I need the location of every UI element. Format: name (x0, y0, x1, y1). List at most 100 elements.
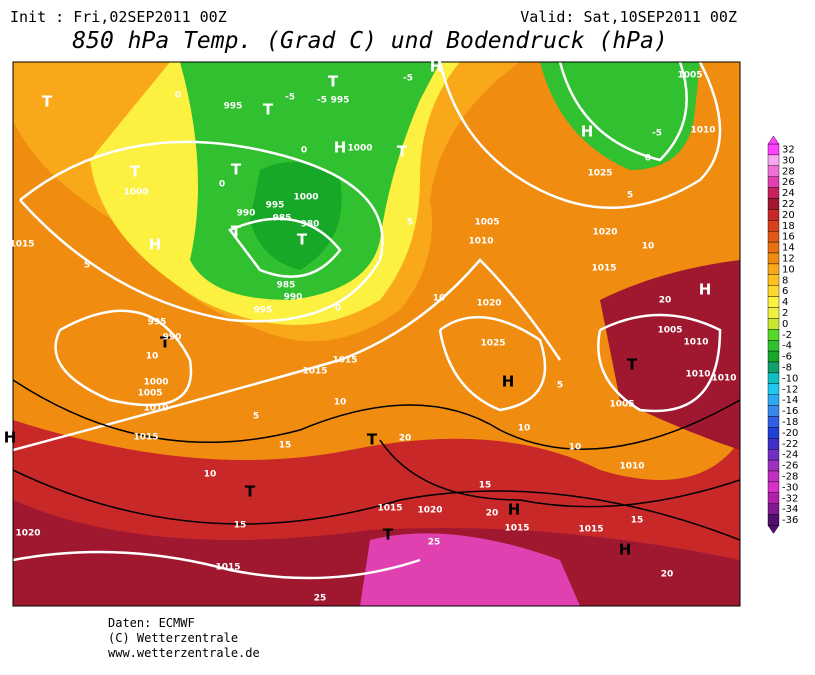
colorbar-swatch (767, 274, 780, 286)
contour-label: 25 (314, 594, 327, 604)
contour-label: 995 (256, 54, 275, 64)
pressure-center: H (430, 58, 443, 76)
colorbar-swatch (767, 340, 780, 352)
colorbar-swatch (767, 285, 780, 297)
contour-label: 5 (407, 218, 413, 228)
colorbar-swatch (767, 383, 780, 395)
colorbar-label: -10 (782, 373, 798, 384)
contour-label: 1000 (293, 193, 318, 203)
contour-label: 1005 (137, 389, 162, 399)
colorbar-label: 0 (782, 319, 788, 330)
pressure-center: T (383, 526, 394, 544)
contour-label: 990 (163, 333, 182, 343)
colorbar-label: -22 (782, 439, 798, 450)
pressure-center: H (334, 139, 347, 157)
contour-label: 1000 (347, 144, 372, 154)
pressure-center: H (4, 429, 17, 447)
contour-label: 15 (234, 521, 247, 531)
colorbar-swatch (767, 514, 780, 526)
contour-label: 1005 (609, 400, 634, 410)
pressure-center: H (619, 541, 632, 559)
pressure-center: H (508, 501, 521, 519)
colorbar-label: -8 (782, 362, 792, 373)
contour-label: 5 (627, 191, 633, 201)
contour-label: 15 (479, 481, 492, 491)
contour-label: 20 (661, 570, 674, 580)
contour-label: 1020 (592, 228, 617, 238)
pressure-center: H (502, 373, 515, 391)
contour-label: 15 (631, 516, 644, 526)
colorbar-label: -18 (782, 417, 798, 428)
colorbar-label: 4 (782, 297, 788, 308)
copyright: (C) Wetterzentrale (108, 631, 238, 645)
contour-label: 1000 (143, 378, 168, 388)
map-area (13, 62, 740, 606)
website: www.wetterzentrale.de (108, 646, 260, 660)
colorbar-label: 22 (782, 199, 795, 210)
contour-label: 1015 (302, 367, 327, 377)
contour-label: 1010 (685, 370, 710, 380)
colorbar-swatch (767, 416, 780, 428)
contour-label: 1005 (677, 71, 702, 81)
contour-label: 995 (148, 318, 167, 328)
contour-label: 995 (254, 306, 273, 316)
contour-label: 10 (518, 424, 531, 434)
contour-label: 1020 (417, 506, 442, 516)
colorbar-swatch (767, 372, 780, 384)
contour-label: 1015 (377, 504, 402, 514)
contour-label: 20 (659, 296, 672, 306)
colorbar-label: -20 (782, 428, 798, 439)
colorbar-label: -34 (782, 504, 798, 515)
contour-label: 15 (279, 441, 292, 451)
contour-label: 1020 (15, 529, 40, 539)
contour-label: 1010 (619, 462, 644, 472)
colorbar-swatch (767, 481, 780, 493)
data-source: Daten: ECMWF (108, 616, 195, 630)
colorbar-label: 18 (782, 221, 795, 232)
contour-label: 1015 (504, 524, 529, 534)
colorbar-swatch (767, 263, 780, 275)
contour-label: 1000 (123, 188, 148, 198)
contour-label: 10 (642, 242, 655, 252)
contour-label: 5 (557, 381, 563, 391)
colorbar-cap (767, 135, 780, 145)
colorbar-label: 10 (782, 264, 795, 275)
contour-label: -5 (317, 96, 327, 106)
colorbar-swatch (767, 449, 780, 461)
map-title: 850 hPa Temp. (Grad C) und Bodendruck (h… (72, 28, 667, 54)
pressure-center: T (231, 161, 242, 179)
colorbar-label: 12 (782, 253, 795, 264)
colorbar-swatch (767, 241, 780, 254)
contour-label: 1025 (587, 169, 612, 179)
pressure-center: T (130, 163, 141, 181)
colorbar-swatch (767, 154, 780, 166)
colorbar-label: -4 (782, 341, 792, 352)
colorbar-label: 26 (782, 177, 795, 188)
colorbar-swatch (767, 296, 780, 308)
pressure-center: T (245, 483, 256, 501)
colorbar-swatch (767, 492, 780, 504)
contour-label: 1015 (9, 240, 34, 250)
contour-label: 1025 (480, 339, 505, 349)
contour-label: 1015 (578, 525, 603, 535)
contour-label: 990 (284, 293, 303, 303)
contour-label: -5 (285, 93, 295, 103)
contour-label: 995 (266, 201, 285, 211)
contour-label: 1010 (468, 237, 493, 247)
pressure-center: T (160, 334, 171, 352)
colorbar-swatch (767, 329, 780, 341)
contour-label: 10 (433, 294, 446, 304)
colorbar-swatch (767, 220, 780, 232)
colorbar-swatch (767, 209, 780, 221)
colorbar-label: -2 (782, 330, 792, 341)
colorbar-cap (767, 525, 780, 534)
contour-label: 985 (273, 214, 292, 224)
contour-label: 20 (399, 434, 412, 444)
contour-label: 1015 (591, 264, 616, 274)
map-frame (12, 61, 741, 607)
contour-label: 5 (84, 261, 90, 271)
contour-label: 1010 (683, 338, 708, 348)
colorbar-label: 6 (782, 286, 788, 297)
contour-label: 1020 (476, 299, 501, 309)
